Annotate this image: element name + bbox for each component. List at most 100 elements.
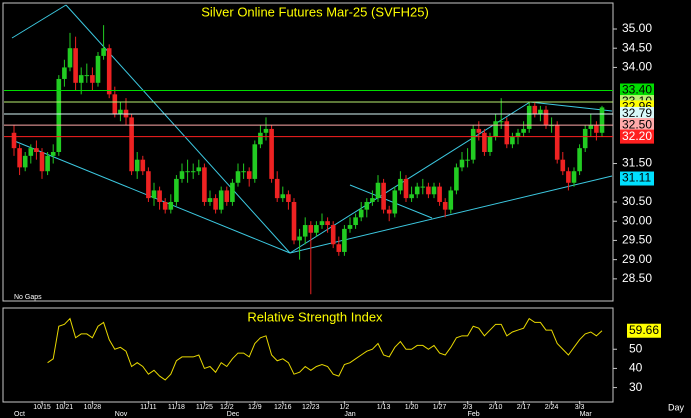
x-tick-label: 11/11 xyxy=(140,404,157,411)
candle-body xyxy=(566,171,571,183)
candle-body xyxy=(241,171,246,173)
candle-body xyxy=(353,217,358,226)
candle-body xyxy=(34,148,39,152)
candle-body xyxy=(370,198,375,202)
candle-body xyxy=(448,190,454,210)
candle-body xyxy=(213,198,218,210)
candle-body xyxy=(437,186,442,202)
candle-body xyxy=(515,132,521,137)
candle-body xyxy=(381,182,386,210)
candle-body xyxy=(78,75,84,83)
candle-body xyxy=(151,190,157,199)
candle-body xyxy=(319,221,325,226)
rsi-last-bg xyxy=(627,323,661,338)
candle-body xyxy=(112,94,118,114)
candle-body xyxy=(297,236,302,241)
candle-body xyxy=(543,109,549,126)
candle-body xyxy=(218,190,224,210)
candle-body xyxy=(582,128,588,149)
candle-body xyxy=(409,194,414,199)
candle-body xyxy=(146,171,151,199)
x-tick-label: 1/20 xyxy=(405,404,419,411)
x-tick-label: 12/23 xyxy=(302,404,320,411)
x-tick-label: 10/21 xyxy=(56,404,74,411)
candle-body xyxy=(73,48,78,83)
candle-body xyxy=(274,178,280,199)
trend-line xyxy=(11,139,291,254)
candle-body xyxy=(459,159,465,168)
candle-body xyxy=(95,55,101,83)
candle-body xyxy=(280,194,286,199)
candle-body xyxy=(302,225,308,237)
x-tick-label: 2/17 xyxy=(517,404,531,411)
candle-body xyxy=(39,152,45,172)
candle-body xyxy=(476,128,482,133)
candle-body xyxy=(375,182,381,199)
y-tick-label: 31.50 xyxy=(622,156,652,170)
rsi-tick-label: 30 xyxy=(629,380,643,394)
candle-body xyxy=(414,186,420,195)
x-tick-label: 1/13 xyxy=(377,404,391,411)
candle-body xyxy=(342,228,347,252)
candle-body xyxy=(498,121,504,123)
candle-body xyxy=(50,152,56,156)
note: No Gaps xyxy=(14,294,42,301)
candle-body xyxy=(426,186,431,195)
candle-body xyxy=(392,190,398,214)
candle-body xyxy=(594,125,599,133)
trend-line xyxy=(11,4,67,39)
x-tick-label: 11/25 xyxy=(196,404,213,411)
trend-line xyxy=(529,101,613,112)
candle-body xyxy=(90,75,95,83)
candle-body xyxy=(308,225,314,233)
level-label-bg xyxy=(620,171,654,186)
candle-body xyxy=(487,136,493,152)
candle-body xyxy=(202,167,207,202)
candle-body xyxy=(67,48,73,68)
level-label: 33.40 xyxy=(622,83,652,97)
x-tick-label: 10/28 xyxy=(84,404,102,411)
candle-body xyxy=(196,167,202,172)
y-tick-label: 34.00 xyxy=(622,60,652,74)
candle-body xyxy=(22,155,28,168)
level-label: 32.20 xyxy=(622,129,652,143)
candle-body xyxy=(235,171,241,183)
candle-body xyxy=(521,128,526,133)
candle-body xyxy=(470,128,476,160)
month-label: Nov xyxy=(115,411,128,418)
candle-body xyxy=(84,75,90,77)
y-tick-label: 34.50 xyxy=(622,40,652,54)
x-tick-label: 12/9 xyxy=(248,404,262,411)
candle-body xyxy=(538,109,543,114)
candle-body xyxy=(157,190,162,202)
candle-body xyxy=(269,128,274,179)
month-label: Oct xyxy=(14,411,25,418)
x-tick-label: 12/16 xyxy=(274,404,292,411)
x-tick-label: 2/24 xyxy=(545,404,559,411)
level-label-bg xyxy=(620,83,654,98)
candle-body xyxy=(493,121,498,137)
y-tick-label: 28.50 xyxy=(622,271,652,285)
candle-body xyxy=(17,148,22,168)
candle-body xyxy=(101,48,106,56)
y-tick-label: 29.00 xyxy=(622,252,652,266)
candle-body xyxy=(420,186,426,188)
level-label-bg xyxy=(620,106,654,121)
month-label: Feb xyxy=(468,411,480,418)
candle-body xyxy=(398,178,403,191)
candle-body xyxy=(465,159,470,161)
candle-body xyxy=(185,171,190,173)
level-label-bg xyxy=(620,129,654,144)
x-tick-label: 1/27 xyxy=(433,404,447,411)
candle-body xyxy=(263,128,269,133)
candle-body xyxy=(246,171,252,179)
candle-body xyxy=(588,125,594,129)
rsi-last-label: 59.66 xyxy=(629,323,659,337)
x-tick-label: 2/3 xyxy=(463,404,473,411)
candle-body xyxy=(314,225,319,233)
candle-body xyxy=(224,190,230,202)
x-tick-label: 12/2 xyxy=(220,404,234,411)
candle-body xyxy=(364,201,370,210)
y-tick-label: 29.50 xyxy=(622,233,652,247)
